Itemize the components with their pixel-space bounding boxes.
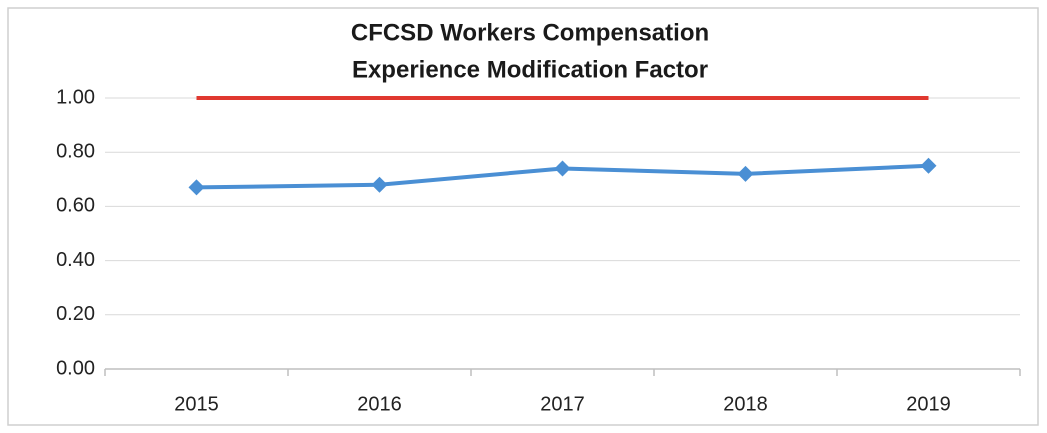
y-tick-label: 0.80 [56, 140, 95, 162]
y-tick-label: 0.60 [56, 195, 95, 217]
chart-title: CFCSD Workers Compensation [351, 19, 709, 46]
x-tick-label: 2017 [540, 393, 585, 415]
data-point [554, 160, 571, 177]
data-point [188, 179, 205, 196]
data-point [737, 165, 754, 182]
x-tick-label: 2018 [723, 393, 768, 415]
y-tick-label: 1.00 [56, 86, 95, 108]
y-tick-label: 0.40 [56, 249, 95, 271]
data-point [920, 157, 937, 174]
data-point [371, 176, 388, 193]
chart-border [7, 7, 1039, 426]
y-tick-label: 0.00 [56, 357, 95, 379]
x-tick-label: 2019 [906, 393, 951, 415]
chart-title: Experience Modification Factor [352, 56, 708, 83]
y-tick-label: 0.20 [56, 303, 95, 325]
x-tick-label: 2016 [357, 393, 402, 415]
x-tick-label: 2015 [174, 393, 219, 415]
